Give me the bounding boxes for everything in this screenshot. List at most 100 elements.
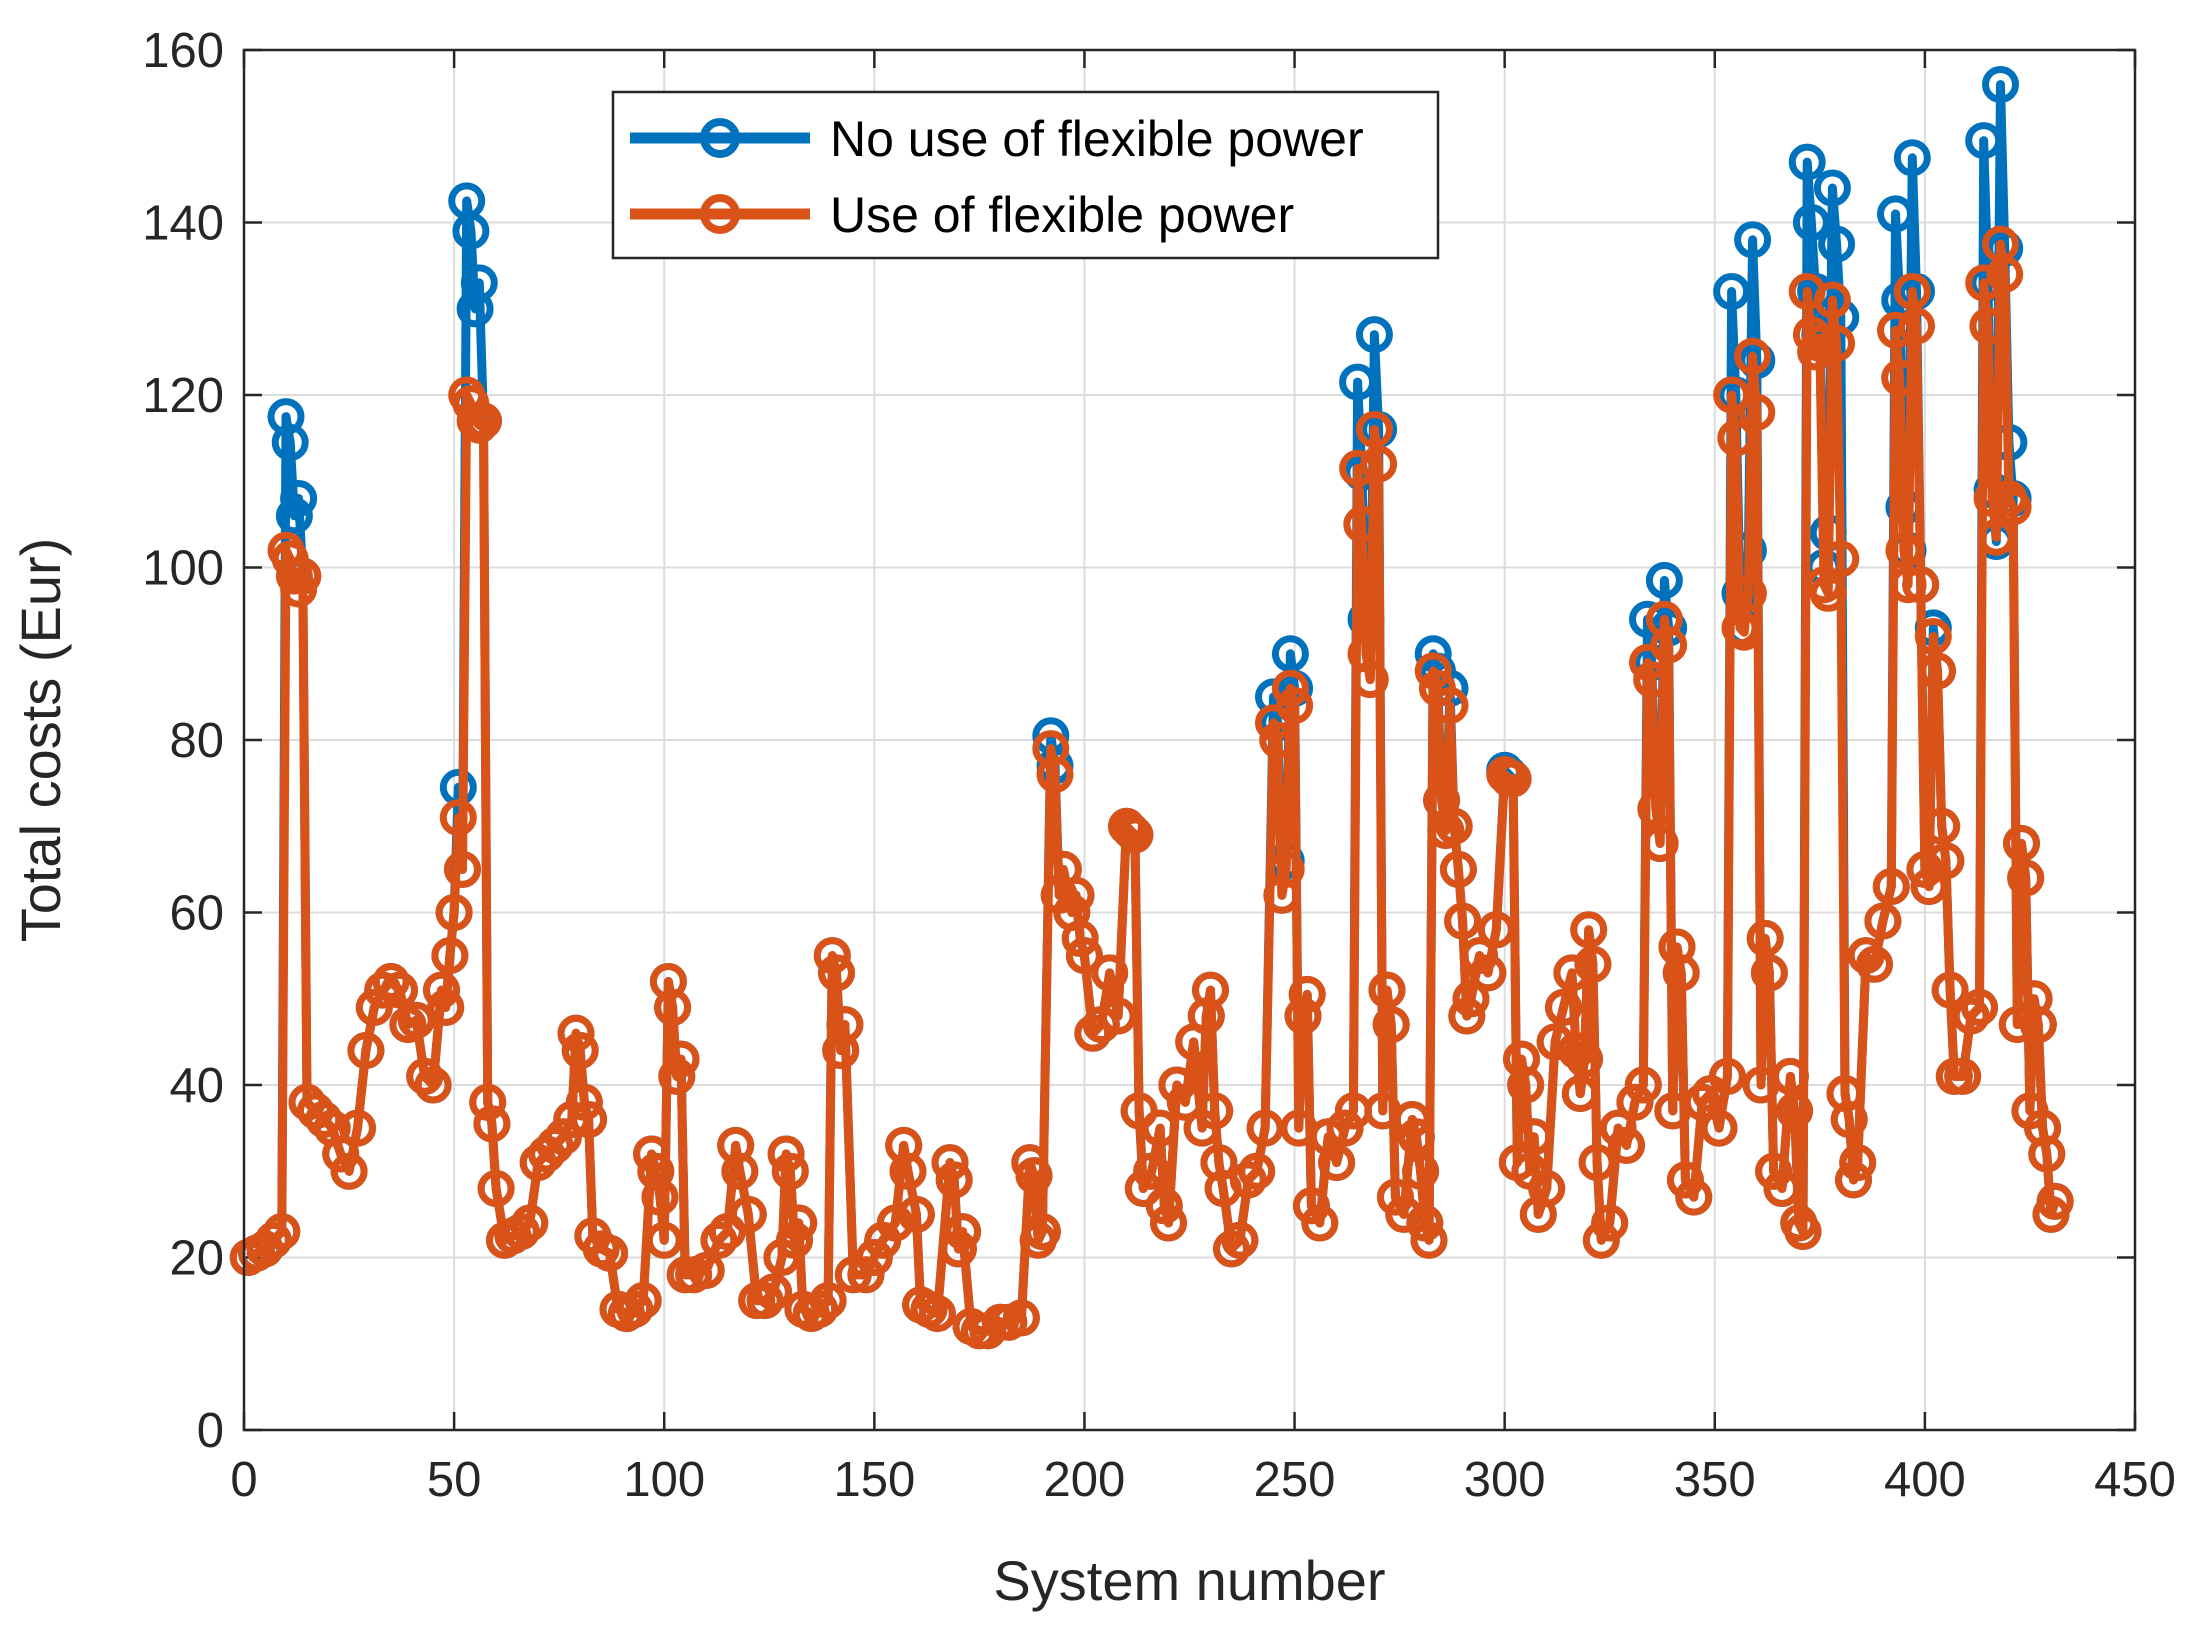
data-point	[1784, 1213, 1822, 1251]
data-point	[1393, 1101, 1431, 1138]
x-tick-label: 400	[1884, 1453, 1966, 1507]
data-point	[1965, 122, 2003, 160]
data-point	[1641, 825, 1679, 862]
data-point	[746, 1282, 784, 1320]
data-point	[1881, 359, 1919, 397]
data-point	[809, 1282, 847, 1320]
data-point	[1734, 221, 1772, 259]
data-point	[1877, 311, 1914, 349]
data-point	[1835, 1161, 1872, 1199]
data-point	[1372, 1006, 1410, 1044]
data-point	[1713, 376, 1751, 414]
data-point	[1355, 411, 1393, 448]
data-point	[1738, 393, 1776, 431]
y-tick-label: 100	[142, 542, 224, 596]
data-point	[1801, 324, 1839, 362]
x-tick-label: 100	[623, 1453, 705, 1507]
data-point	[1944, 1057, 1982, 1095]
data-point	[1788, 143, 1826, 181]
data-point	[813, 937, 851, 975]
data-point	[1725, 613, 1763, 651]
data-point	[662, 1040, 700, 1078]
data-point	[1036, 756, 1074, 793]
data-point	[452, 212, 490, 250]
data-point	[1553, 954, 1591, 992]
data-point	[944, 1213, 982, 1251]
data-point	[1448, 997, 1486, 1035]
data-point	[939, 1230, 977, 1268]
data-point	[2028, 1135, 2066, 1173]
x-tick-label: 200	[1044, 1453, 1126, 1507]
data-point	[1717, 419, 1755, 457]
data-point	[1877, 195, 1914, 233]
data-point	[1360, 445, 1398, 483]
data-point	[1259, 721, 1297, 759]
data-point	[1910, 868, 1948, 906]
data-point	[1528, 1170, 1566, 1207]
data-point	[477, 1170, 515, 1207]
data-point	[1856, 945, 1893, 983]
data-point	[1469, 954, 1507, 992]
data-point	[435, 894, 473, 931]
data-point	[1402, 1152, 1440, 1190]
data-point	[1994, 488, 2032, 526]
data-point	[897, 1195, 935, 1233]
data-point	[767, 1135, 805, 1173]
data-point	[1893, 273, 1931, 310]
data-point	[364, 971, 402, 1009]
y-tick-label: 120	[142, 369, 224, 423]
legend-box	[611, 90, 1440, 260]
data-point	[1734, 337, 1772, 375]
data-point	[1818, 324, 1856, 362]
x-tick-label: 0	[230, 1453, 257, 1507]
data-point	[1578, 1144, 1616, 1182]
data-point	[322, 1135, 360, 1173]
data-point	[275, 497, 313, 535]
series-flexible-power	[229, 225, 2074, 1350]
data-point	[918, 1295, 956, 1333]
data-point	[502, 1213, 540, 1251]
data-point	[1271, 669, 1309, 707]
data-point	[1931, 971, 1969, 1009]
data-point	[2007, 859, 2045, 897]
data-point	[1284, 997, 1322, 1035]
legend-entry-no-flex: No use of flexible power	[630, 111, 1364, 167]
data-point	[280, 480, 318, 517]
data-point	[1221, 1221, 1259, 1259]
data-point	[1023, 1213, 1061, 1251]
data-point	[1439, 850, 1477, 888]
data-point	[570, 1101, 608, 1138]
data-point	[1923, 807, 1961, 845]
data-point	[1927, 842, 1965, 880]
data-point	[1608, 1126, 1645, 1164]
data-point	[1566, 1040, 1603, 1078]
data-point	[2003, 825, 2040, 862]
data-point	[1599, 1109, 1637, 1147]
data-point	[1914, 618, 1952, 655]
data-point	[616, 1290, 654, 1328]
data-point	[1414, 652, 1452, 690]
data-point	[1809, 574, 1847, 612]
data-point	[1561, 1075, 1599, 1113]
axes-box	[242, 48, 2137, 1432]
data-point	[1650, 626, 1688, 664]
data-point	[565, 1083, 603, 1121]
data-point	[1288, 975, 1326, 1013]
y-tick-label: 140	[142, 197, 224, 251]
data-point	[1376, 1178, 1414, 1216]
data-point	[1339, 449, 1377, 487]
data-point	[414, 1066, 452, 1104]
data-point	[1351, 661, 1389, 699]
data-point	[801, 1290, 839, 1328]
data-point	[1570, 911, 1608, 949]
data-point	[935, 1161, 973, 1199]
data-point	[1708, 1057, 1746, 1095]
data-point	[1145, 1187, 1183, 1225]
data-point	[755, 1273, 792, 1311]
data-point	[1339, 363, 1377, 401]
legend: No use of flexible power Use of flexible…	[611, 90, 1440, 260]
data-point	[1898, 307, 1935, 345]
data-series	[229, 66, 2074, 1350]
data-point	[1847, 937, 1885, 975]
